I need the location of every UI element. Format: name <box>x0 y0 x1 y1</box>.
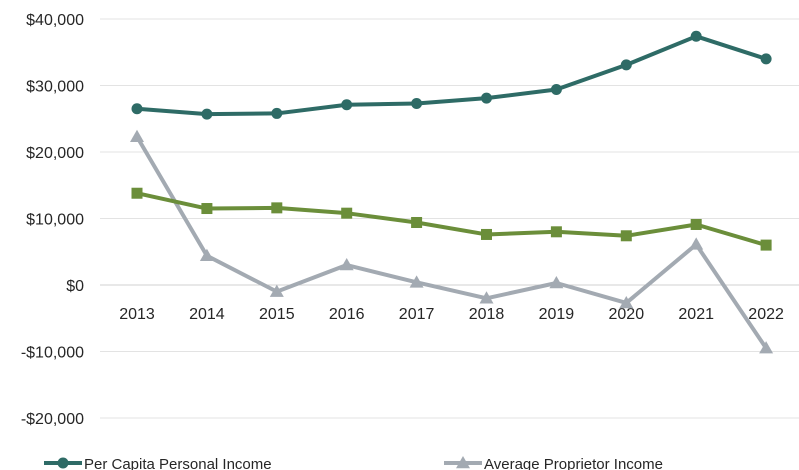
y-tick-label: $30,000 <box>26 79 84 96</box>
data-point <box>689 237 704 250</box>
series-1 <box>131 187 772 251</box>
data-point <box>550 226 562 238</box>
data-point <box>760 53 772 65</box>
x-tick-label: 2017 <box>399 306 435 323</box>
series-line <box>135 191 769 248</box>
y-axis-tick-labels: $40,000 $30,000 $20,000 $10,000 $0 -$10,000 -$… <box>21 12 84 428</box>
data-point <box>550 83 562 95</box>
x-axis-tick-labels: 2013 2014 2015 2016 2017 2018 2019 2020 2021 2022 <box>119 306 784 323</box>
data-point <box>481 228 492 240</box>
data-point <box>456 456 470 469</box>
legend-item: Per Capita Personal Income <box>44 456 272 470</box>
series-line <box>135 34 769 117</box>
data-point <box>201 203 213 215</box>
data-point <box>690 30 702 42</box>
data-point <box>760 239 772 251</box>
data-point <box>271 107 283 119</box>
gridlines <box>100 18 799 419</box>
data-point <box>619 295 634 309</box>
data-point <box>269 284 284 297</box>
y-tick-label: $10,000 <box>26 212 84 229</box>
data-point <box>479 291 494 304</box>
data-point <box>759 341 774 354</box>
data-point <box>201 108 213 120</box>
series-line <box>135 134 769 351</box>
data-point <box>57 457 69 469</box>
data-point <box>131 187 143 199</box>
x-tick-label: 2019 <box>539 306 575 323</box>
data-point <box>131 103 143 115</box>
y-tick-label: -$10,000 <box>21 345 84 362</box>
data-point <box>130 129 144 142</box>
y-tick-label: $20,000 <box>26 145 84 162</box>
data-point <box>549 276 564 289</box>
data-point <box>199 248 214 261</box>
x-tick-label: 2013 <box>119 306 155 323</box>
y-tick-label: $40,000 <box>26 12 84 29</box>
data-point <box>620 230 632 242</box>
data-point <box>411 216 423 228</box>
x-tick-label: 2021 <box>678 306 714 323</box>
data-point <box>339 258 354 271</box>
data-point <box>341 99 353 111</box>
series-2 <box>130 129 774 354</box>
legend: Per Capita Personal Income Average Propri… <box>44 456 663 470</box>
data-point <box>271 202 283 214</box>
data-point <box>411 97 423 109</box>
data-point <box>341 207 353 219</box>
x-tick-label: 2020 <box>609 306 645 323</box>
data-point <box>690 218 702 230</box>
data-point <box>620 59 632 71</box>
x-tick-label: 2018 <box>469 306 505 323</box>
x-tick-label: 2014 <box>189 306 225 323</box>
legend-label: Average Proprietor Income <box>484 456 663 470</box>
legend-label: Per Capita Personal Income <box>84 456 272 470</box>
data-point <box>409 275 424 288</box>
y-tick-label: $0 <box>66 278 84 295</box>
y-tick-label: -$20,000 <box>21 411 84 428</box>
series-0 <box>131 30 772 120</box>
data-point <box>481 92 492 104</box>
series-lines <box>130 30 774 354</box>
x-tick-label: 2022 <box>748 306 784 323</box>
x-tick-label: 2016 <box>329 306 365 323</box>
x-tick-label: 2015 <box>259 306 295 323</box>
legend-item: Average Proprietor Income <box>444 456 663 470</box>
